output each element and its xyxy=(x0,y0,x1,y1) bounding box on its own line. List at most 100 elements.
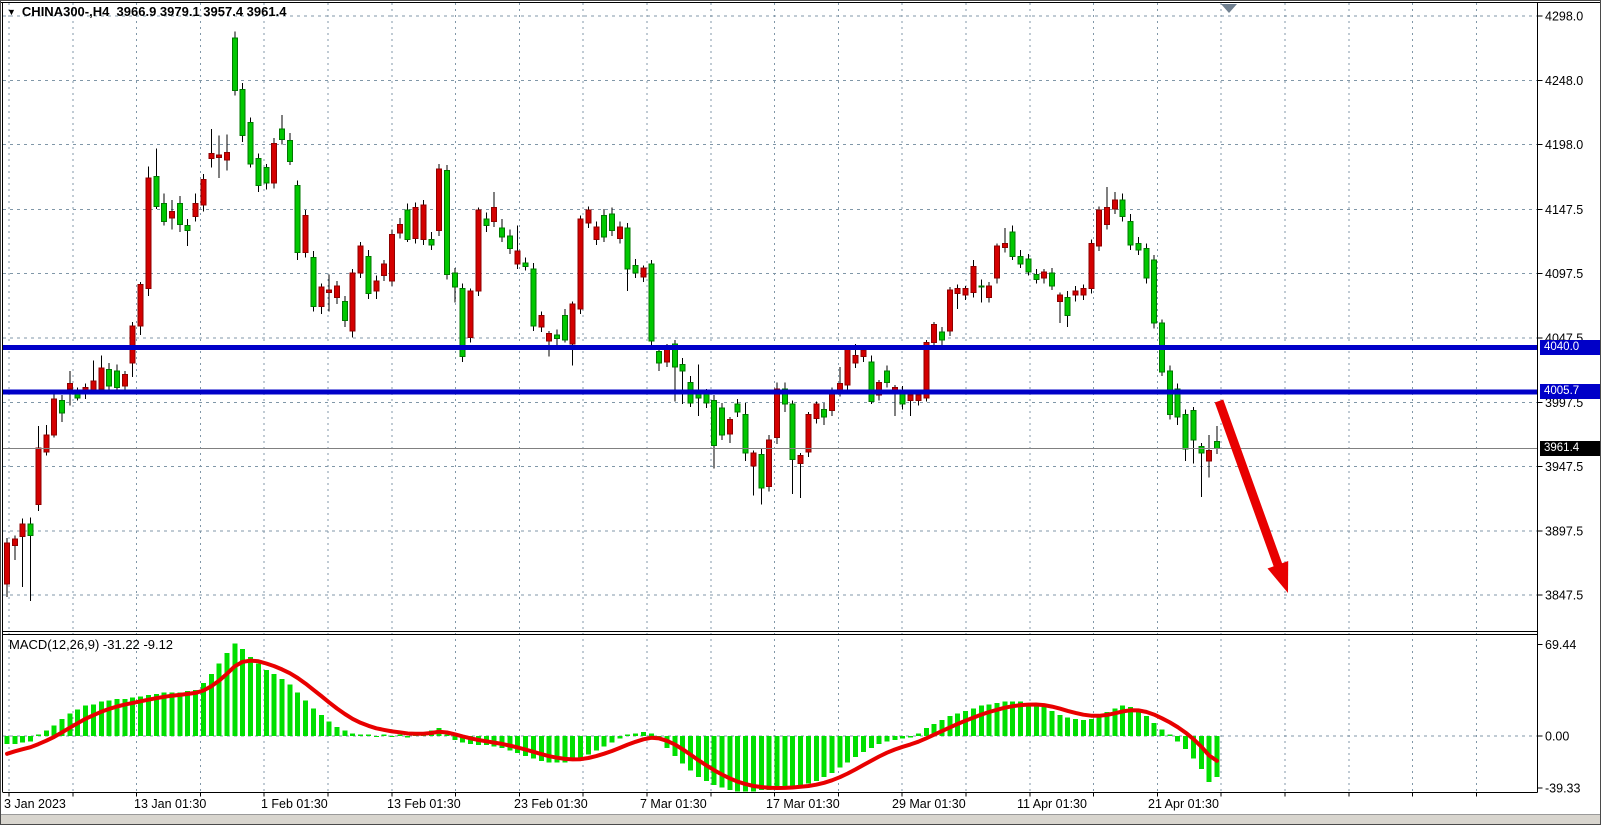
candle-bull xyxy=(333,285,340,299)
macd-bar xyxy=(970,708,976,736)
y-axis-tick: 4248.0 xyxy=(1545,74,1583,88)
macd-bar xyxy=(798,736,804,785)
scroll-position-icon xyxy=(1221,4,1237,13)
candle-bear xyxy=(671,343,678,368)
symbol-caret-icon[interactable]: ▼ xyxy=(7,6,16,17)
macd-bar xyxy=(1088,718,1094,736)
macd-bar xyxy=(695,736,701,777)
candle-bull xyxy=(388,234,395,282)
candle-bear xyxy=(718,407,725,436)
macd-bar xyxy=(350,733,356,736)
candle-bear xyxy=(978,285,985,288)
candle-bear xyxy=(1190,410,1197,441)
candle-bear xyxy=(341,300,348,322)
candle-bull xyxy=(43,434,50,453)
macd-bar xyxy=(939,720,945,736)
candle-bull xyxy=(585,209,592,224)
candle-bear xyxy=(656,351,663,364)
macd-bar xyxy=(593,736,599,751)
candle-bull xyxy=(1080,288,1087,296)
candle-bull xyxy=(813,403,820,419)
trend-arrow[interactable] xyxy=(1214,4,1289,593)
candle-bear xyxy=(1182,414,1189,450)
macd-bar xyxy=(1175,736,1181,742)
y-axis-tick: 3847.5 xyxy=(1545,589,1583,603)
trend-arrow-head xyxy=(1267,561,1289,593)
macd-bar xyxy=(35,734,41,736)
macd-bar xyxy=(845,736,851,763)
macd-bar xyxy=(90,704,96,736)
macd-axis-tick: 69.44 xyxy=(1545,638,1576,652)
candle-bull xyxy=(129,325,136,364)
candle-bull xyxy=(593,226,600,241)
macd-bar xyxy=(153,693,159,736)
macd-bar xyxy=(1049,710,1055,736)
macd-bar xyxy=(601,736,607,747)
macd-bar xyxy=(4,736,10,744)
macd-bar xyxy=(1010,701,1016,736)
macd-bar xyxy=(240,648,246,736)
chart-title: CHINA300-,H4 3966.9 3979.1 3957.4 3961.4 xyxy=(21,4,287,19)
macd-bar xyxy=(318,714,324,736)
macd-bar xyxy=(381,734,387,736)
candle-bear xyxy=(734,403,741,413)
candle-bull xyxy=(993,245,1000,279)
macd-bar xyxy=(1135,710,1141,736)
x-axis-label: 29 Mar 01:30 xyxy=(892,797,966,811)
macd-bar xyxy=(546,736,552,763)
candle-bull xyxy=(1088,243,1095,290)
y-axis-tick: 3997.5 xyxy=(1545,396,1583,410)
candle-bear xyxy=(278,128,285,140)
macd-bar xyxy=(735,736,741,792)
candle-bear xyxy=(451,272,458,288)
macd-bar xyxy=(326,721,332,736)
candle-bear xyxy=(404,209,411,241)
macd-bar xyxy=(20,736,26,743)
macd-bar xyxy=(1167,734,1173,736)
candle-bull xyxy=(412,207,419,239)
macd-bar xyxy=(617,736,623,739)
candle-bear xyxy=(561,315,568,341)
macd-bar xyxy=(1190,736,1196,759)
candle-bear xyxy=(506,235,513,250)
candle-bear xyxy=(758,453,765,489)
macd-axis-tick: -39.33 xyxy=(1545,781,1580,795)
macd-bar xyxy=(255,663,261,736)
candle-bear xyxy=(1213,441,1220,450)
candle-bear xyxy=(742,414,749,454)
y-axis-tick: 3947.5 xyxy=(1545,460,1583,474)
macd-bar xyxy=(640,732,646,736)
macd-bar xyxy=(444,734,450,736)
macd-bar xyxy=(106,700,112,736)
candle-bear xyxy=(1017,255,1024,265)
candle-bull xyxy=(200,178,207,206)
candle-bear xyxy=(176,203,183,225)
candle-bear xyxy=(483,218,490,227)
candle-bull xyxy=(616,226,623,239)
candle-bull xyxy=(475,209,482,292)
candle-bear xyxy=(184,225,191,232)
macd-bar xyxy=(1096,716,1102,736)
candle-bull xyxy=(1056,294,1063,302)
candle-bear xyxy=(1119,199,1126,218)
candle-bear xyxy=(632,264,639,274)
macd-bar xyxy=(1033,704,1039,736)
macd-bar xyxy=(389,736,395,737)
macd-bar xyxy=(884,736,890,742)
candle-bull xyxy=(766,439,773,487)
candle-bull xyxy=(923,342,930,399)
frame-layer xyxy=(1,2,1600,797)
candle-bull xyxy=(121,374,128,387)
x-axis-label: 3 Jan 2023 xyxy=(4,797,66,811)
candle-bull xyxy=(302,214,309,254)
candle-bull xyxy=(19,523,26,538)
candle-bear xyxy=(1135,243,1142,251)
macd-bar xyxy=(805,736,811,784)
x-axis-label: 21 Apr 01:30 xyxy=(1148,797,1219,811)
macd-bar xyxy=(98,701,104,736)
macd-bar xyxy=(633,733,639,736)
macd-bar xyxy=(1002,701,1008,736)
macd-bar xyxy=(405,736,411,738)
candle-bear xyxy=(679,363,686,372)
